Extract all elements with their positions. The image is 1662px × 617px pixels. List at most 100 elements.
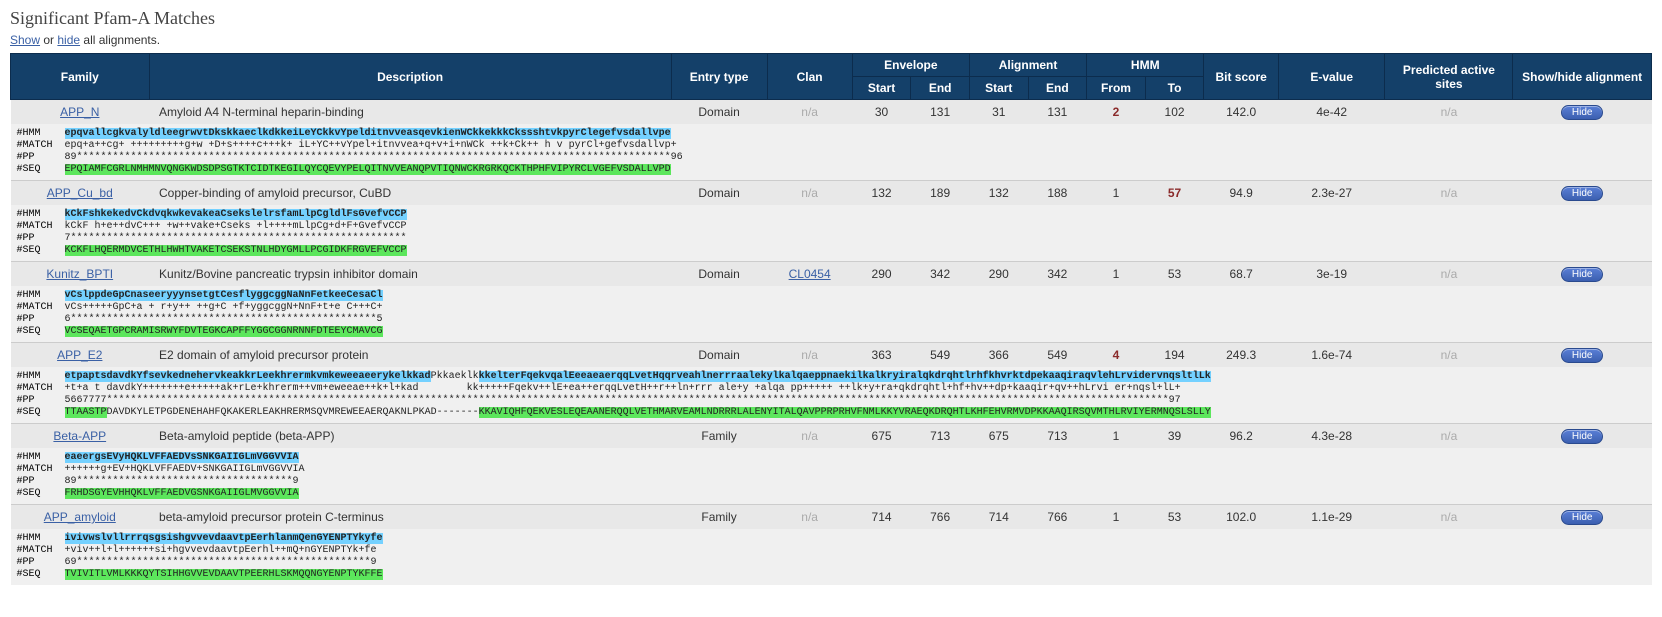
alignment-cell: #HMMvCslppdeGpCnaseeryyynsetgtCesflyggcg… (11, 286, 1652, 343)
hide-all-link[interactable]: hide (57, 33, 80, 47)
cell-env-end: 549 (911, 343, 970, 368)
aln-label-seq: #SEQ (17, 164, 65, 176)
cell-entry-type: Domain (671, 262, 767, 287)
cell-clan: n/a (767, 424, 852, 449)
cell-clan: n/a (767, 505, 852, 530)
page-title: Significant Pfam-A Matches (10, 8, 1652, 29)
alignment-row: #HMMivivwslvllrrrqsgsishgvvevdaavtpEerhl… (11, 529, 1652, 585)
cell-hmm-from: 2 (1087, 100, 1146, 125)
th-hmm-from: From (1087, 77, 1146, 100)
cell-env-start: 30 (852, 100, 911, 125)
hide-alignment-button[interactable]: Hide (1561, 429, 1604, 444)
cell-aln-end: 342 (1028, 262, 1087, 287)
cell-showhide: Hide (1513, 100, 1652, 125)
hide-alignment-button[interactable]: Hide (1561, 267, 1604, 282)
table-row: APP_amyloidbeta-amyloid precursor protei… (11, 505, 1652, 530)
cell-aln-end: 549 (1028, 343, 1087, 368)
cell-hmm-to: 102 (1145, 100, 1204, 125)
family-link[interactable]: APP_Cu_bd (47, 186, 113, 200)
cell-env-end: 131 (911, 100, 970, 125)
th-envelope: Envelope (852, 54, 969, 77)
cell-env-start: 675 (852, 424, 911, 449)
alignment-cell: #HMMepqvallcgkvalyldleegrwvtDkskkaeclkdk… (11, 124, 1652, 181)
cell-env-start: 290 (852, 262, 911, 287)
cell-predicted: n/a (1385, 343, 1513, 368)
th-family: Family (11, 54, 150, 100)
cell-aln-start: 714 (969, 505, 1028, 530)
aln-label-hmm: #HMM (17, 209, 65, 221)
cell-env-start: 132 (852, 181, 911, 206)
aln-label-hmm: #HMM (17, 371, 65, 383)
cell-aln-end: 131 (1028, 100, 1087, 125)
aln-label-hmm: #HMM (17, 533, 65, 545)
cell-entry-type: Family (671, 424, 767, 449)
aln-label-match: #MATCH (17, 383, 65, 395)
aln-label-match: #MATCH (17, 545, 65, 557)
alignment-controls: Show or hide all alignments. (10, 33, 1652, 47)
aln-label-pp: #PP (17, 152, 65, 164)
cell-family: APP_E2 (11, 343, 150, 368)
family-link[interactable]: APP_E2 (57, 348, 102, 362)
cell-family: APP_N (11, 100, 150, 125)
cell-evalue: 4.3e-28 (1278, 424, 1385, 449)
cell-aln-start: 31 (969, 100, 1028, 125)
cell-env-end: 713 (911, 424, 970, 449)
cell-aln-end: 188 (1028, 181, 1087, 206)
aln-label-match: #MATCH (17, 302, 65, 314)
cell-description: Amyloid A4 N-terminal heparin-binding (149, 100, 671, 125)
cell-showhide: Hide (1513, 181, 1652, 206)
family-link[interactable]: Beta-APP (53, 429, 106, 443)
cell-hmm-to: 39 (1145, 424, 1204, 449)
cell-predicted: n/a (1385, 262, 1513, 287)
alignment-cell: #HMMeaeergsEVyHQKLVFFAEDVsSNKGAIIGLmVGGV… (11, 448, 1652, 505)
cell-aln-end: 713 (1028, 424, 1087, 449)
th-alignment: Alignment (969, 54, 1086, 77)
cell-entry-type: Family (671, 505, 767, 530)
cell-description: Copper-binding of amyloid precursor, CuB… (149, 181, 671, 206)
cell-family: Kunitz_BPTI (11, 262, 150, 287)
th-showhide: Show/hide alignment (1513, 54, 1652, 100)
alignment-row: #HMMkCkFshkekedvCkdvqkwkevakeaCsekslelrs… (11, 205, 1652, 262)
cell-family: APP_amyloid (11, 505, 150, 530)
hide-alignment-button[interactable]: Hide (1561, 105, 1604, 120)
cell-aln-start: 132 (969, 181, 1028, 206)
cell-predicted: n/a (1385, 424, 1513, 449)
cell-clan: CL0454 (767, 262, 852, 287)
family-link[interactable]: Kunitz_BPTI (46, 267, 113, 281)
cell-aln-start: 290 (969, 262, 1028, 287)
aln-label-seq: #SEQ (17, 245, 65, 257)
cell-env-start: 714 (852, 505, 911, 530)
cell-bit-score: 94.9 (1204, 181, 1279, 206)
alignment-cell: #HMMkCkFshkekedvCkdvqkwkevakeaCsekslelrs… (11, 205, 1652, 262)
table-header: Family Description Entry type Clan Envel… (11, 54, 1652, 100)
th-env-start: Start (852, 77, 911, 100)
cell-aln-start: 675 (969, 424, 1028, 449)
cell-showhide: Hide (1513, 262, 1652, 287)
aln-label-match: #MATCH (17, 140, 65, 152)
hide-alignment-button[interactable]: Hide (1561, 510, 1604, 525)
hide-alignment-button[interactable]: Hide (1561, 186, 1604, 201)
family-link[interactable]: APP_N (60, 105, 99, 119)
table-row: APP_Cu_bd Copper-binding of amyloid precu… (11, 181, 1652, 206)
alignment-cell: #HMMivivwslvllrrrqsgsishgvvevdaavtpEerhl… (11, 529, 1652, 585)
cell-hmm-to: 53 (1145, 505, 1204, 530)
clan-link[interactable]: CL0454 (789, 267, 831, 281)
cell-env-end: 342 (911, 262, 970, 287)
cell-env-end: 766 (911, 505, 970, 530)
cell-description: Beta-amyloid peptide (beta-APP) (149, 424, 671, 449)
cell-entry-type: Domain (671, 343, 767, 368)
aln-label-pp: #PP (17, 557, 65, 569)
cell-clan: n/a (767, 181, 852, 206)
table-row: Beta-APP Beta-amyloid peptide (beta-APP)F… (11, 424, 1652, 449)
th-hmm: HMM (1087, 54, 1204, 77)
alignment-row: #HMMvCslppdeGpCnaseeryyynsetgtCesflyggcg… (11, 286, 1652, 343)
alignment-row: #HMMetpaptsdavdkYfsevkednehervkeakkrLeek… (11, 367, 1652, 424)
show-all-link[interactable]: Show (10, 33, 40, 47)
hide-alignment-button[interactable]: Hide (1561, 348, 1604, 363)
th-hmm-to: To (1145, 77, 1204, 100)
family-link[interactable]: APP_amyloid (44, 510, 116, 524)
cell-predicted: n/a (1385, 100, 1513, 125)
cell-env-start: 363 (852, 343, 911, 368)
th-clan: Clan (767, 54, 852, 100)
aln-label-seq: #SEQ (17, 407, 65, 419)
